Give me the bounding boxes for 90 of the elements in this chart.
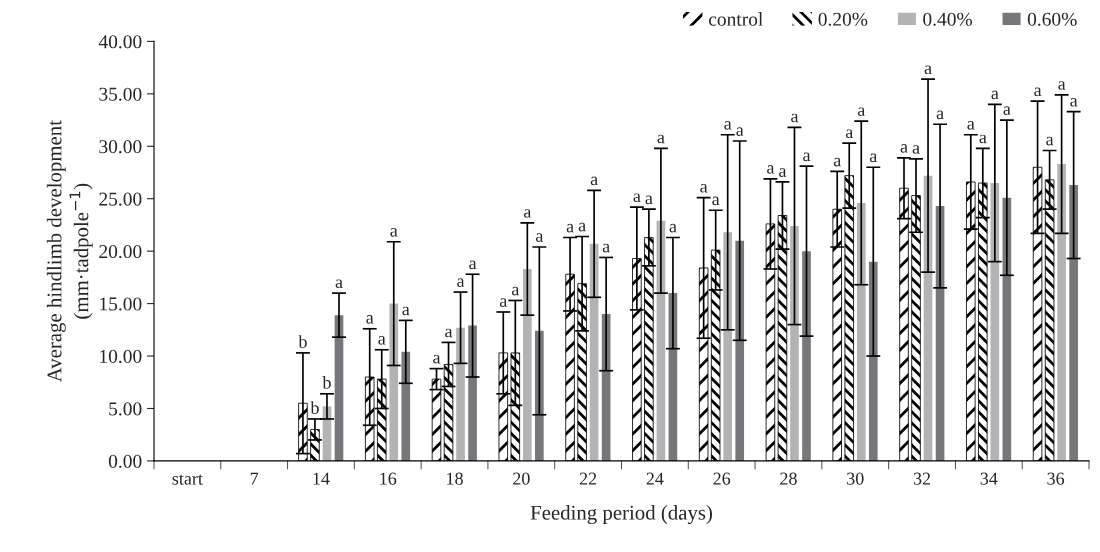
y-axis-title: Average hindlimb development (mm·tadpole$^{−1}$): [46, 120, 93, 383]
annotation: a: [936, 110, 944, 120]
annotation: a: [469, 260, 477, 270]
x-tick-label: 22: [579, 472, 597, 485]
x-tick-label: 36: [1047, 472, 1065, 485]
annotation: a: [912, 145, 920, 154]
bar: [1057, 164, 1066, 461]
annotation: a: [1003, 106, 1011, 115]
bar: [523, 268, 532, 461]
y-tick-label: 0.00: [108, 454, 142, 468]
x-tick-label: 28: [780, 472, 797, 485]
x-tick-label: 30: [847, 472, 864, 485]
x-tick-label: 26: [713, 472, 731, 485]
bar: [735, 240, 745, 461]
x-tick-label: start: [172, 474, 203, 485]
x-tick-label: 24: [646, 472, 664, 485]
bar: [389, 303, 399, 461]
annotation: a: [991, 90, 999, 100]
annotation: a: [511, 286, 520, 296]
annotation: a: [700, 183, 708, 193]
bar: [468, 325, 477, 461]
annotation: a: [803, 152, 811, 162]
annotation: a: [1034, 87, 1042, 97]
x-tick-label: 20: [513, 472, 530, 485]
annotation: a: [499, 298, 508, 307]
x-tick-label: 14: [313, 472, 330, 485]
annotation: a: [445, 328, 453, 338]
annotation: a: [869, 153, 878, 163]
x-tick-label: 7: [250, 472, 259, 485]
y-tick-label: 40.00: [98, 35, 142, 49]
annotation: a: [767, 165, 775, 174]
annotation: a: [845, 129, 853, 139]
annotation: a: [378, 336, 386, 345]
annotation: a: [633, 193, 641, 203]
x-tick-label: 18: [447, 472, 463, 485]
legend-label: 0.60%: [1027, 12, 1077, 26]
annotation: b: [298, 335, 307, 348]
y-tick-label: 15.00: [100, 297, 142, 311]
annotation: a: [712, 196, 720, 206]
x-axis-title: Feeding period (days): [530, 505, 712, 525]
legend-label: 0.20%: [818, 12, 868, 26]
annotation: a: [1058, 81, 1066, 90]
annotation: a: [602, 243, 610, 253]
annotation: a: [433, 354, 441, 364]
bar: [723, 232, 733, 461]
x-tick-label: 32: [913, 472, 931, 485]
annotation: a: [1070, 97, 1078, 107]
annotation: a: [833, 157, 841, 167]
annotation: a: [657, 134, 665, 144]
annotation: a: [457, 278, 465, 288]
annotation: a: [402, 306, 410, 316]
y-tick-label: 5.00: [109, 402, 142, 416]
annotation: a: [566, 223, 574, 233]
bar: [802, 251, 811, 461]
x-tick-label: 16: [380, 472, 397, 485]
annotation: a: [924, 65, 932, 75]
annotation: a: [791, 113, 799, 123]
annotation: a: [669, 223, 677, 233]
annotation: a: [979, 134, 987, 144]
y-tick-label: 30.00: [99, 140, 142, 154]
annotation: a: [900, 144, 908, 153]
annotation: a: [590, 176, 598, 186]
y-tick-label: 35.00: [99, 87, 142, 101]
bar: [456, 327, 465, 461]
annotation: a: [523, 209, 532, 218]
legend-label: 0.40%: [923, 12, 972, 26]
y-tick-label: 20.00: [99, 244, 142, 259]
annotation: a: [967, 121, 975, 130]
bar: [856, 202, 866, 461]
y-tick-label: 10.00: [100, 349, 142, 364]
bar: [1069, 185, 1078, 461]
annotation: a: [857, 107, 866, 117]
annotation: b: [310, 401, 319, 414]
x-tick-label: 34: [980, 472, 998, 485]
annotation: a: [645, 195, 653, 205]
bar: [401, 351, 411, 461]
annotation: a: [736, 127, 744, 136]
annotation: a: [390, 228, 398, 237]
annotation: a: [578, 222, 586, 232]
legend-label: control: [708, 12, 763, 26]
annotation: a: [366, 315, 374, 324]
annotation: a: [335, 279, 343, 289]
bar: [535, 330, 544, 461]
annotation: a: [779, 168, 787, 177]
annotation: b: [322, 376, 331, 389]
y-tick-label: 25.00: [99, 192, 142, 206]
annotation: a: [1046, 136, 1054, 146]
annotation: a: [535, 233, 544, 242]
bar: [790, 225, 799, 461]
annotation: a: [724, 121, 732, 130]
